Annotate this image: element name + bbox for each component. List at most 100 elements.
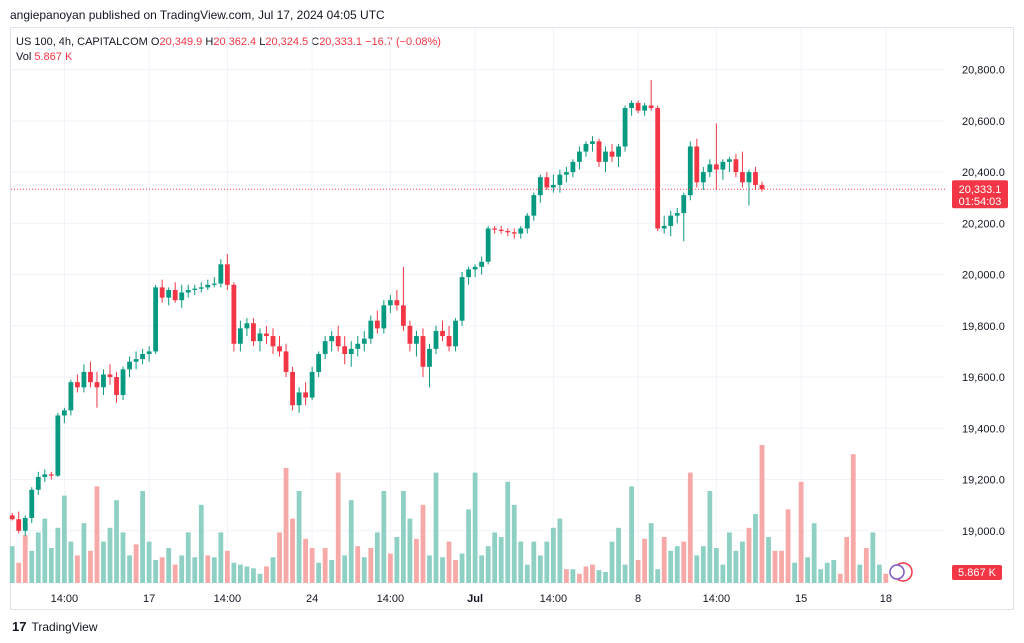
volume-bar — [824, 562, 830, 583]
y-tick-label: 20,600.0 — [962, 116, 1005, 128]
volume-bar — [870, 532, 876, 583]
candle-body — [48, 474, 54, 476]
candle — [257, 328, 263, 352]
volume-bar — [863, 548, 869, 583]
volume-bar — [590, 564, 595, 583]
candle-body — [557, 174, 563, 185]
volume-bar — [505, 481, 511, 583]
candle-body — [342, 346, 348, 354]
candle-body — [459, 277, 465, 321]
x-tick-label: 8 — [635, 593, 641, 605]
candle — [29, 487, 35, 524]
volume-bar — [681, 541, 687, 583]
candle — [616, 143, 621, 167]
volume-bar — [583, 566, 589, 583]
candle-body — [759, 184, 765, 190]
candle-body — [211, 283, 217, 285]
volume-bar — [61, 495, 67, 583]
candle-body — [166, 289, 172, 298]
volume-bar — [609, 541, 615, 583]
volume-bar — [805, 557, 811, 583]
candle-body — [224, 264, 230, 285]
candle-body — [394, 300, 400, 306]
candle — [127, 356, 132, 378]
candle-body — [277, 346, 282, 352]
candle — [700, 166, 706, 191]
volume-bar — [348, 500, 354, 583]
volume-bar — [414, 538, 419, 583]
candle-body — [88, 371, 93, 383]
candle — [16, 511, 22, 534]
volume-bar — [16, 562, 22, 583]
candle-body — [264, 333, 269, 337]
candle — [211, 277, 217, 288]
volume-bar — [94, 486, 100, 583]
candle — [355, 336, 361, 357]
candle-body — [68, 382, 74, 411]
candle — [179, 284, 185, 308]
volume-bar — [746, 527, 752, 583]
volume-bar — [883, 573, 889, 583]
x-tick-label: 14:00 — [214, 593, 242, 605]
volume-bar — [550, 527, 556, 583]
candle — [694, 138, 700, 188]
volume-bar — [518, 541, 524, 583]
candle — [727, 156, 732, 173]
candle — [511, 228, 517, 239]
volume-label: Vol — [16, 51, 32, 63]
volume-bar — [42, 518, 48, 583]
y-tick-label: 20,400.0 — [962, 167, 1005, 179]
candle-body — [146, 351, 152, 354]
candle-body — [55, 415, 61, 476]
candle — [342, 336, 348, 365]
candle — [68, 379, 74, 416]
candle-body — [440, 330, 445, 337]
volume-tag — [952, 565, 1002, 580]
volume-bar — [290, 518, 295, 583]
candle-body — [603, 151, 608, 162]
candle — [661, 215, 667, 234]
candle — [753, 166, 758, 191]
volume-bar — [713, 548, 719, 583]
candle-body — [387, 300, 393, 306]
volume-bar — [831, 560, 837, 583]
volume-bar — [642, 538, 648, 583]
volume-bar — [75, 555, 80, 583]
candle — [94, 371, 100, 408]
candle — [75, 374, 80, 393]
candle — [635, 100, 641, 114]
candle-body — [179, 292, 185, 301]
y-tick-label: 19,800.0 — [962, 321, 1005, 333]
candle-body — [22, 517, 28, 531]
candle — [244, 318, 250, 337]
volume-bar — [270, 557, 276, 583]
volume-bar — [446, 541, 452, 583]
candle — [746, 169, 752, 206]
candle-body — [303, 392, 308, 398]
candle — [531, 192, 537, 221]
candle — [166, 287, 172, 306]
candle — [550, 174, 556, 193]
volume-bar — [35, 532, 41, 583]
candle-body — [257, 333, 263, 342]
candle-body — [583, 143, 589, 152]
y-tick-label: 20,800.0 — [962, 65, 1005, 77]
candle — [440, 320, 445, 342]
volume-bar — [224, 550, 230, 583]
symbol-info[interactable]: US 100, 4h, CAPITALCOM — [16, 36, 148, 48]
volume-bar — [687, 472, 693, 583]
candle — [146, 346, 152, 362]
volume-bar — [700, 546, 706, 583]
candle — [381, 300, 387, 334]
candle-body — [185, 289, 191, 293]
volume-bar — [322, 548, 328, 583]
candle — [309, 366, 315, 401]
candle-body — [492, 228, 498, 230]
candle — [427, 343, 432, 388]
volume-bar — [368, 548, 374, 583]
volume-bar — [577, 573, 582, 583]
volume-bar — [492, 532, 498, 583]
candle-body — [720, 161, 726, 170]
volume-bar — [407, 518, 413, 583]
